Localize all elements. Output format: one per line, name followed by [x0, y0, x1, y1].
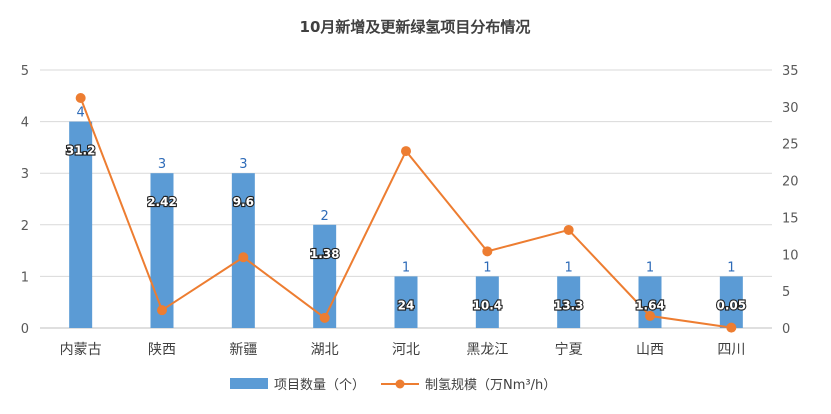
right-tick-label: 5	[782, 285, 790, 300]
bar-value-label: 1	[483, 260, 491, 275]
bar	[719, 276, 743, 328]
line-point	[238, 252, 249, 263]
category-label: 黑龙江	[466, 342, 508, 358]
category-label: 宁夏	[555, 341, 583, 358]
right-tick-label: 20	[782, 175, 799, 190]
left-tick-label: 1	[21, 270, 29, 285]
bar-value-label: 3	[239, 157, 247, 172]
line-value-label: 24	[398, 298, 415, 312]
line-value-label: 0.05	[717, 298, 747, 312]
line-value-label: 1.64	[635, 298, 665, 312]
right-tick-label: 25	[782, 138, 799, 153]
bar-value-label: 2	[321, 209, 329, 224]
category-label: 新疆	[229, 342, 257, 358]
line-value-label: 31.2	[66, 144, 96, 158]
bar-value-label: 3	[158, 157, 166, 172]
bar	[475, 276, 499, 328]
line-point	[563, 224, 574, 235]
line-point	[726, 322, 737, 333]
bar	[638, 276, 662, 328]
right-tick-label: 35	[782, 64, 799, 79]
right-tick-label: 30	[782, 101, 799, 116]
line-point	[157, 305, 167, 316]
line-value-label: 10.4	[473, 298, 503, 312]
legend-bar-label: 项目数量（个）	[274, 378, 365, 393]
left-tick-label: 5	[21, 64, 29, 79]
line-point	[482, 246, 493, 257]
line-value-label: 1.38	[310, 247, 340, 261]
left-tick-label: 0	[21, 322, 29, 337]
category-label: 四川	[717, 342, 745, 358]
line-value-label: 2.42	[147, 195, 177, 209]
right-tick-label: 15	[782, 211, 799, 226]
right-tick-label: 10	[782, 248, 799, 263]
bar-value-label: 4	[77, 106, 85, 121]
left-tick-label: 2	[21, 219, 29, 234]
legend: 项目数量（个） 制氢规模（万Nm³/h）	[230, 378, 556, 393]
line-point	[645, 310, 655, 321]
right-tick-label: 0	[782, 322, 790, 337]
bar	[313, 224, 337, 328]
category-label: 内蒙古	[60, 342, 102, 358]
bar-value-label: 1	[646, 260, 654, 275]
category-label: 河北	[392, 342, 420, 358]
legend-line-marker	[395, 379, 405, 389]
bar	[231, 173, 255, 328]
category-axis: 内蒙古 陕西 新疆 湖北 河北 黑龙江 宁夏 山西 四川	[60, 341, 746, 358]
category-label: 山西	[636, 342, 664, 358]
bar-value-label: 1	[402, 260, 410, 275]
bar	[150, 173, 174, 328]
bar-series	[69, 121, 743, 328]
line-point	[75, 93, 86, 104]
data-labels: 4 3 3 2 1 1 1 1 1 31.2 2.42 9.6 1.38 24 10.4 13.3 1.64 0.…	[65, 106, 747, 314]
bar-value-label: 1	[727, 260, 735, 275]
bar	[394, 276, 418, 328]
line-value-label: 13.3	[554, 298, 584, 312]
chart-title: 10月新增及更新绿氢项目分布情况	[300, 18, 531, 36]
left-tick-label: 3	[21, 167, 29, 182]
line-series	[75, 93, 737, 333]
category-label: 湖北	[311, 342, 339, 358]
legend-line-label: 制氢规模（万Nm³/h）	[425, 378, 556, 393]
left-tick-label: 4	[21, 116, 29, 131]
line-value-label: 9.6	[233, 195, 254, 209]
bar	[557, 276, 581, 328]
line-point	[401, 146, 411, 157]
category-label: 陕西	[148, 342, 176, 358]
left-axis: 0 1 2 3 4 5	[21, 64, 29, 337]
legend-bar-swatch	[230, 378, 268, 389]
bar-value-label: 1	[565, 260, 573, 275]
bar	[69, 121, 93, 328]
line-point	[319, 312, 330, 323]
right-axis: 0 5 10 15 20 25 30 35	[782, 64, 799, 337]
